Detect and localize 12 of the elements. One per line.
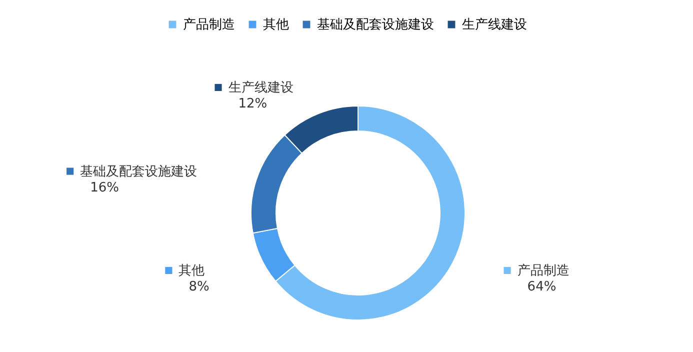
category-label: 产品制造 <box>183 18 235 33</box>
data-label: 12% <box>238 96 268 112</box>
category-label: 生产线建设 <box>462 18 527 33</box>
category-label: 其他 <box>263 18 289 33</box>
legend-label: 产品制造 <box>517 263 570 278</box>
category-label: 基础及配套设施建设 <box>317 18 434 33</box>
data-label: 8% <box>188 279 210 294</box>
legend-label: 基础及配套设施建设 <box>80 164 198 180</box>
legend-label: 其他 <box>178 263 205 278</box>
data-label: 16% <box>90 180 119 196</box>
data-label: 64% <box>527 279 556 294</box>
legend-label: 生产线建设 <box>228 80 294 96</box>
